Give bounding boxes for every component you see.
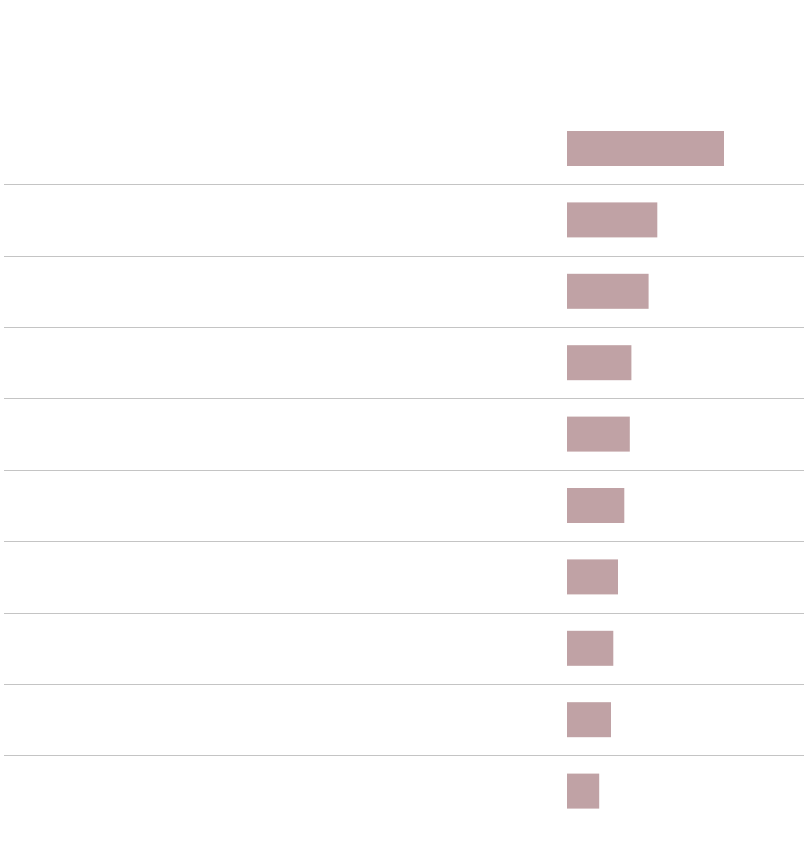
bar-series — [567, 131, 724, 809]
bar-3 — [567, 273, 649, 309]
bar-1 — [567, 131, 724, 166]
bar-2 — [567, 202, 658, 238]
bar-10 — [567, 773, 600, 809]
row-dividers — [4, 184, 804, 756]
bar-4 — [567, 345, 632, 381]
bar-7 — [567, 559, 618, 595]
bar-5 — [567, 416, 630, 452]
bar-6 — [567, 488, 625, 523]
bar-9 — [567, 702, 611, 738]
bar-8 — [567, 630, 614, 666]
